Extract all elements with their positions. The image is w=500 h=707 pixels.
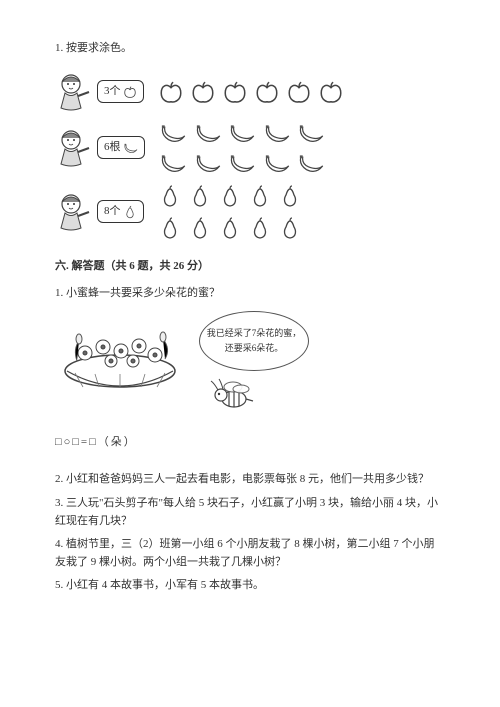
pear-icon: [158, 216, 182, 240]
banana-icon: [297, 122, 326, 144]
apple-icon: [222, 79, 248, 105]
banana-icon: [159, 122, 188, 144]
banana-icon: [263, 152, 292, 174]
apple-icon: [190, 79, 216, 105]
child-icon: [55, 192, 93, 232]
pear-icon: [218, 216, 242, 240]
section6-heading: 六. 解答题（共 6 题，共 26 分）: [55, 258, 445, 276]
s6-q2: 2. 小红和爸爸妈妈三人一起去看电影，电影票每张 8 元，他们一共用多少钱？: [55, 471, 445, 489]
child-with-label-2: 8个: [55, 192, 144, 232]
bee-icon: [199, 371, 309, 416]
s6-q4: 4. 植树节里，三（2）班第一小组 6 个小朋友栽了 8 棵小树，第二小组 7 …: [55, 536, 445, 571]
color-row-0: 3个: [55, 72, 445, 112]
bubble-label: 6根: [104, 139, 121, 157]
q1-title: 1. 按要求涂色。: [55, 40, 445, 58]
s6-q3: 3. 三人玩"石头剪子布"每人给 5 块石子，小红赢了小明 3 块，输给小丽 4…: [55, 495, 445, 530]
count-bubble-1: 6根: [97, 136, 145, 160]
flower-basket-icon: [55, 311, 185, 391]
banana-icon: [228, 122, 257, 144]
items-0: [158, 79, 368, 105]
apple-icon: [123, 85, 137, 99]
count-bubble-2: 8个: [97, 200, 144, 224]
bee-speech-text: 我已经采了7朵花的蜜，还要采6朵花。: [206, 326, 302, 355]
pear-icon: [158, 184, 182, 208]
child-icon: [55, 128, 93, 168]
items-2: [158, 184, 368, 240]
count-bubble-0: 3个: [97, 80, 144, 104]
child-with-label-0: 3个: [55, 72, 144, 112]
banana-icon: [194, 152, 223, 174]
pear-icon: [123, 205, 137, 219]
bubble-label: 3个: [104, 83, 121, 101]
color-row-2: 8个: [55, 184, 445, 240]
color-rows: 3个 6根: [55, 72, 445, 240]
banana-icon: [159, 152, 188, 174]
banana-icon: [123, 142, 139, 154]
pear-icon: [188, 184, 212, 208]
pear-icon: [278, 216, 302, 240]
pear-icon: [278, 184, 302, 208]
pear-icon: [248, 184, 272, 208]
s6-q1-equation: □○□=□（朵）: [55, 434, 445, 452]
apple-icon: [254, 79, 280, 105]
items-1: [159, 122, 369, 174]
pear-icon: [248, 216, 272, 240]
s6-q5: 5. 小红有 4 本故事书，小军有 5 本故事书。: [55, 577, 445, 595]
color-row-1: 6根: [55, 122, 445, 174]
bee-speech-bubble: 我已经采了7朵花的蜜，还要采6朵花。: [199, 311, 309, 371]
apple-icon: [318, 79, 344, 105]
banana-icon: [297, 152, 326, 174]
bee-scene: 我已经采了7朵花的蜜，还要采6朵花。: [55, 311, 445, 416]
banana-icon: [228, 152, 257, 174]
apple-icon: [158, 79, 184, 105]
apple-icon: [286, 79, 312, 105]
bubble-label: 8个: [104, 203, 121, 221]
child-with-label-1: 6根: [55, 128, 145, 168]
s6-q1-text: 1. 小蜜蜂一共要采多少朵花的蜜？: [55, 285, 445, 303]
child-icon: [55, 72, 93, 112]
pear-icon: [218, 184, 242, 208]
pear-icon: [188, 216, 212, 240]
banana-icon: [194, 122, 223, 144]
banana-icon: [263, 122, 292, 144]
